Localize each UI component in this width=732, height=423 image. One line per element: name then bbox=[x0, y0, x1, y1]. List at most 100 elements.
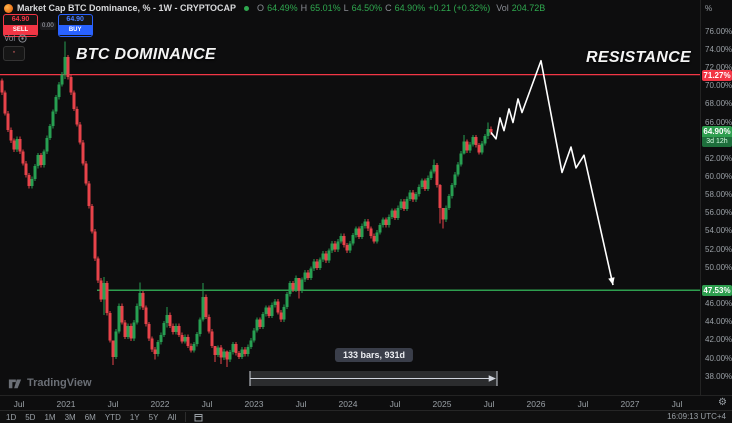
candle bbox=[282, 306, 286, 320]
range-preset-3m[interactable]: 3M bbox=[64, 412, 76, 422]
ohlc-key: C bbox=[385, 3, 392, 13]
candle bbox=[378, 225, 382, 233]
range-preset-5d[interactable]: 5D bbox=[25, 412, 36, 422]
clock-timezone[interactable]: 16:09:13 UTC+4 bbox=[667, 412, 726, 421]
candle bbox=[48, 126, 52, 138]
change-value: +0.21 (+0.32%) bbox=[428, 3, 491, 13]
candle bbox=[303, 272, 307, 280]
volume-legend-label: Vol bbox=[4, 34, 16, 43]
candle bbox=[171, 325, 175, 333]
time-tick: 2023 bbox=[244, 399, 264, 409]
candle bbox=[327, 250, 331, 261]
go-to-date-calendar-icon[interactable] bbox=[185, 412, 203, 422]
candle bbox=[78, 124, 82, 143]
candle bbox=[60, 74, 64, 85]
candle bbox=[252, 330, 256, 341]
candle bbox=[300, 279, 304, 291]
candle bbox=[138, 293, 142, 306]
symbol-legend[interactable]: Market Cap BTC Dominance, % - 1W - CRYPT… bbox=[4, 3, 545, 13]
range-preset-1y[interactable]: 1Y bbox=[129, 412, 140, 422]
candle bbox=[270, 305, 274, 316]
candle bbox=[417, 186, 421, 195]
candle bbox=[453, 174, 457, 186]
annotation-resistance[interactable]: RESISTANCE bbox=[586, 49, 691, 66]
candle bbox=[477, 145, 481, 153]
range-preset-ytd[interactable]: YTD bbox=[104, 412, 121, 422]
ohlc-value: 65.01% bbox=[310, 3, 341, 13]
candle bbox=[462, 141, 466, 154]
candle bbox=[294, 277, 298, 290]
candle bbox=[429, 171, 433, 178]
candle bbox=[225, 351, 229, 360]
candle bbox=[201, 296, 205, 320]
candle bbox=[360, 226, 364, 237]
candle bbox=[36, 155, 40, 167]
candle bbox=[339, 236, 343, 242]
ohlc-value: 64.50% bbox=[351, 3, 383, 13]
symbol-title[interactable]: Market Cap BTC Dominance, % - 1W - CRYPT… bbox=[17, 3, 237, 13]
range-preset-all[interactable]: All bbox=[167, 412, 177, 422]
current-price-value: 64.90% bbox=[702, 126, 732, 138]
ohlc-key: O bbox=[257, 3, 265, 13]
candle bbox=[192, 344, 196, 351]
buy-sell-panel: 64.90 SELL 0.00 64.90 BUY bbox=[3, 14, 93, 37]
ohlc-key: L bbox=[343, 3, 349, 13]
ohlc-value: 64.90% bbox=[394, 3, 426, 13]
price-tick: 56.00% bbox=[705, 208, 732, 218]
range-preset-6m[interactable]: 6M bbox=[84, 412, 96, 422]
candle bbox=[330, 243, 334, 251]
candle bbox=[234, 344, 238, 354]
candle bbox=[21, 151, 25, 164]
time-tick: Jul bbox=[13, 399, 25, 409]
candle bbox=[333, 243, 337, 250]
time-tick: Jul bbox=[577, 399, 589, 409]
candle bbox=[465, 141, 469, 151]
range-preset-1d[interactable]: 1D bbox=[6, 412, 17, 422]
candle bbox=[237, 353, 241, 357]
candle bbox=[105, 283, 109, 314]
candle bbox=[411, 192, 415, 200]
candle bbox=[306, 272, 310, 278]
price-axis[interactable]: % 76.00% 74.00% 72.00% 70.00% 68.00% 66.00% 62… bbox=[700, 0, 732, 395]
candle bbox=[240, 349, 244, 357]
visibility-eye-icon[interactable] bbox=[18, 34, 27, 43]
candle bbox=[297, 277, 301, 291]
candle bbox=[243, 349, 247, 355]
candle bbox=[318, 259, 322, 268]
axis-settings-gear-icon[interactable]: ⚙ bbox=[718, 397, 727, 408]
candle bbox=[174, 325, 178, 333]
candle bbox=[210, 331, 214, 346]
annotation-btc-dominance[interactable]: BTC DOMINANCE bbox=[76, 46, 216, 63]
resistance-price-label: 71.27% bbox=[702, 69, 732, 81]
sell-button[interactable]: 64.90 SELL bbox=[3, 14, 38, 37]
candle bbox=[393, 210, 397, 218]
vol-key: Vol bbox=[496, 3, 509, 13]
vol-value: 204.72B bbox=[511, 3, 546, 13]
range-preset-5y[interactable]: 5Y bbox=[148, 412, 159, 422]
measure-tool-label[interactable]: 133 bars, 931d bbox=[334, 348, 414, 362]
price-axis-unit: % bbox=[705, 4, 713, 13]
candle bbox=[375, 232, 379, 242]
candle bbox=[438, 185, 442, 208]
buy-label: BUY bbox=[58, 25, 92, 35]
candle bbox=[216, 347, 220, 355]
time-tick: Jul bbox=[389, 399, 401, 409]
range-preset-1m[interactable]: 1M bbox=[44, 412, 56, 422]
candle bbox=[141, 293, 145, 308]
buy-button[interactable]: 64.90 BUY bbox=[57, 14, 93, 37]
price-tick: 46.00% bbox=[705, 299, 732, 309]
ohlc-value: 64.49% bbox=[267, 3, 298, 13]
candle bbox=[267, 307, 271, 316]
time-axis[interactable]: Jul 2021 Jul 2022 Jul 2023 Jul 2024 Jul 2025 Jul 20… bbox=[0, 395, 732, 411]
volume-indicator-legend[interactable]: Vol bbox=[4, 34, 27, 43]
ohlc-values: O 64.49% H 65.01% L 64.50% C 64.90% +0.21 (+0.32… bbox=[257, 3, 545, 13]
price-tick: 62.00% bbox=[705, 153, 732, 163]
collapsed-panel-chip[interactable]: ▪ bbox=[3, 46, 25, 61]
candle bbox=[480, 143, 484, 153]
candle bbox=[24, 163, 28, 176]
candle bbox=[432, 165, 436, 172]
candle bbox=[246, 346, 250, 355]
projection-zigzag[interactable] bbox=[490, 59, 614, 286]
price-tick: 68.00% bbox=[705, 99, 732, 109]
